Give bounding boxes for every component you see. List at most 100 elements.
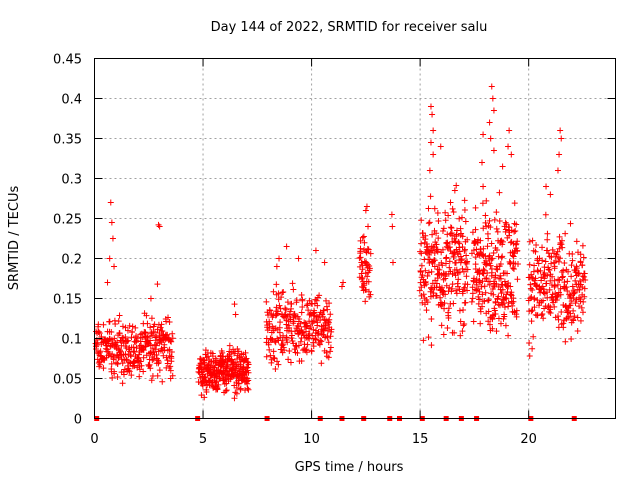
data-point (459, 328, 466, 335)
data-point (569, 257, 576, 264)
data-point (457, 318, 464, 325)
data-point (245, 361, 252, 368)
y-tick-label: 0.05 (53, 373, 82, 388)
data-point (558, 308, 565, 315)
data-point (468, 250, 475, 257)
data-point (288, 300, 295, 307)
data-point (276, 302, 283, 309)
data-point (539, 283, 546, 290)
data-point (265, 341, 272, 348)
data-point (483, 275, 490, 282)
y-tick-label: 0.35 (53, 133, 82, 148)
data-point (472, 261, 479, 268)
data-point (154, 281, 161, 288)
data-point (572, 300, 579, 307)
data-point (217, 375, 224, 382)
data-point (493, 263, 500, 270)
data-point (220, 371, 227, 378)
data-point (169, 372, 176, 379)
data-point (206, 362, 213, 369)
data-point (223, 387, 230, 394)
data-point (434, 210, 441, 217)
data-point (293, 299, 300, 306)
data-point (130, 344, 137, 351)
data-point (428, 315, 435, 322)
data-point (276, 255, 283, 262)
data-point (361, 239, 368, 246)
data-point (445, 314, 452, 321)
data-point (163, 354, 170, 361)
data-point (451, 239, 458, 246)
data-point (303, 302, 310, 309)
data-point (362, 286, 369, 293)
data-point (278, 294, 285, 301)
y-tick-label: 0.2 (61, 253, 82, 268)
data-point (530, 333, 537, 340)
data-point (366, 267, 373, 274)
data-point (560, 267, 567, 274)
data-point (548, 260, 555, 267)
data-point (563, 284, 570, 291)
data-point (116, 312, 123, 319)
data-point (488, 272, 495, 279)
data-point (486, 119, 493, 126)
data-point (215, 381, 222, 388)
data-point (298, 309, 305, 316)
data-point (496, 189, 503, 196)
data-point (456, 215, 463, 222)
data-point (463, 259, 470, 266)
data-point (538, 312, 545, 319)
data-point (388, 211, 395, 218)
y-tick-label: 0.4 (61, 93, 82, 108)
data-point (367, 291, 374, 298)
data-point (480, 245, 487, 252)
data-point (114, 374, 121, 381)
data-point (513, 307, 520, 314)
data-point (488, 240, 495, 247)
data-point (318, 360, 325, 367)
data-point (450, 209, 457, 216)
data-point (129, 323, 136, 330)
data-point (324, 327, 331, 334)
data-point (557, 127, 564, 134)
data-point (282, 305, 289, 312)
data-point (529, 345, 536, 352)
data-point (125, 337, 132, 344)
data-point (102, 345, 109, 352)
data-point (232, 367, 239, 374)
data-point (449, 205, 456, 212)
data-point (578, 304, 585, 311)
data-point (499, 286, 506, 293)
data-point (555, 316, 562, 323)
data-point (461, 320, 468, 327)
data-point (527, 281, 534, 288)
data-point (568, 262, 575, 269)
data-point (493, 225, 500, 232)
data-point (140, 354, 147, 361)
data-point (431, 263, 438, 270)
data-point (120, 371, 127, 378)
data-point (580, 298, 587, 305)
y-tick-label: 0.25 (53, 213, 82, 228)
data-point (472, 226, 479, 233)
data-point (95, 328, 102, 335)
data-point (515, 260, 522, 267)
data-point (479, 200, 486, 207)
data-point (136, 373, 143, 380)
data-point (365, 278, 372, 285)
data-point (427, 103, 434, 110)
data-point (263, 298, 270, 305)
data-point (535, 260, 542, 267)
data-point (228, 349, 235, 356)
data-point (527, 285, 534, 292)
data-point (529, 237, 536, 244)
data-point (495, 293, 502, 300)
data-point (109, 351, 116, 358)
data-point (556, 233, 563, 240)
y-tick-label: 0.1 (61, 333, 82, 348)
data-point (542, 258, 549, 265)
data-point (150, 356, 157, 363)
data-point (214, 386, 221, 393)
data-point (418, 217, 425, 224)
data-point (577, 281, 584, 288)
